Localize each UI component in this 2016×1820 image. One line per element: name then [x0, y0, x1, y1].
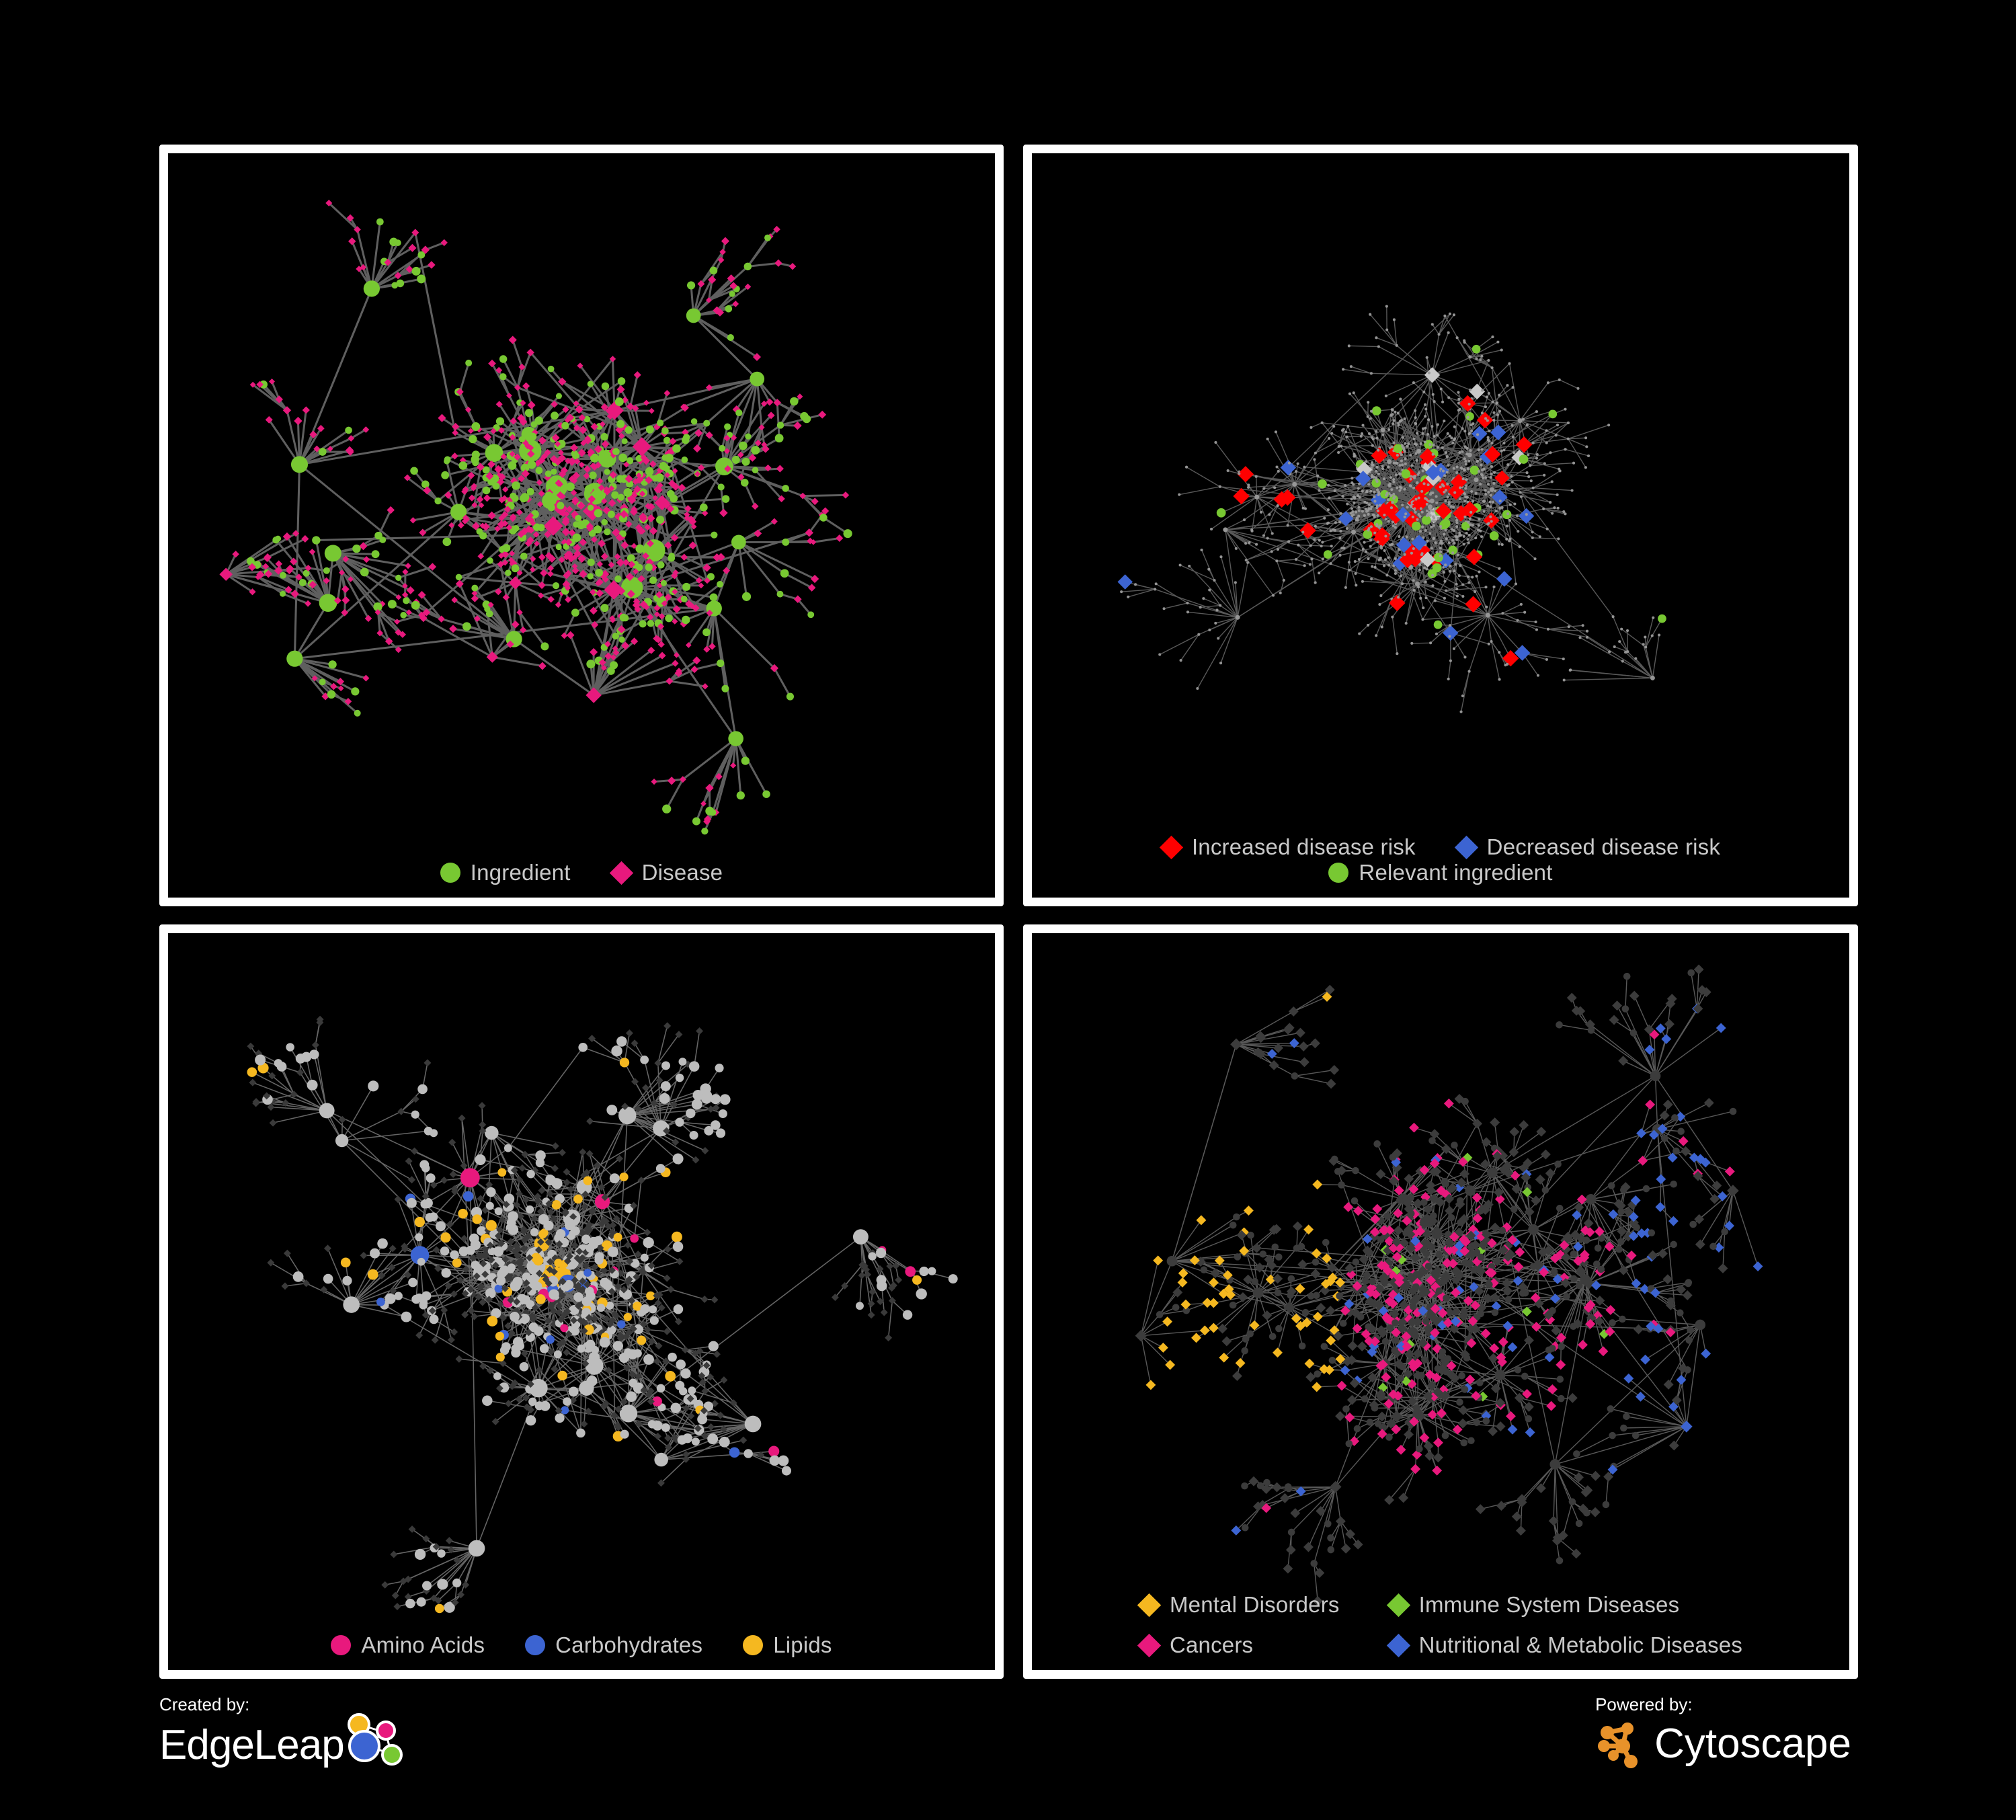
network-graph-disease-category[interactable] — [1032, 933, 1849, 1670]
created-by-kicker: Created by: — [159, 1694, 250, 1714]
cytoscape-logo-icon — [1598, 1723, 1638, 1768]
edgeleap-wordmark: EdgeLeap — [159, 1721, 345, 1768]
network-graph-ingredient-disease[interactable] — [168, 153, 995, 898]
powered-by-cytoscape: Powered by: Cytoscape — [1595, 1694, 1851, 1770]
powered-by-kicker: Powered by: — [1595, 1694, 1693, 1714]
panel-nutrient-class-network[interactable]: Amino Acids Carbohydrates Lipids — [159, 924, 1004, 1679]
edgeleap-logo-icon — [347, 1713, 403, 1766]
panel-ingredient-disease-network[interactable]: Ingredient Disease — [159, 145, 1004, 906]
cytoscape-wordmark: Cytoscape — [1654, 1720, 1851, 1767]
panel-disease-risk-network[interactable]: Increased disease risk Decreased disease… — [1023, 145, 1858, 906]
network-graph-disease-risk[interactable] — [1032, 153, 1849, 898]
figure-footer: Created by: EdgeLeap Powered by: — [159, 1688, 1858, 1795]
network-graph-nutrient-class[interactable] — [168, 933, 995, 1670]
network-figure: Ingredient Disease Increased disease ris… — [159, 145, 1858, 1679]
created-by-edgeleap: Created by: EdgeLeap — [159, 1694, 414, 1772]
panel-disease-category-network[interactable]: Mental Disorders Immune System Diseases … — [1023, 924, 1858, 1679]
